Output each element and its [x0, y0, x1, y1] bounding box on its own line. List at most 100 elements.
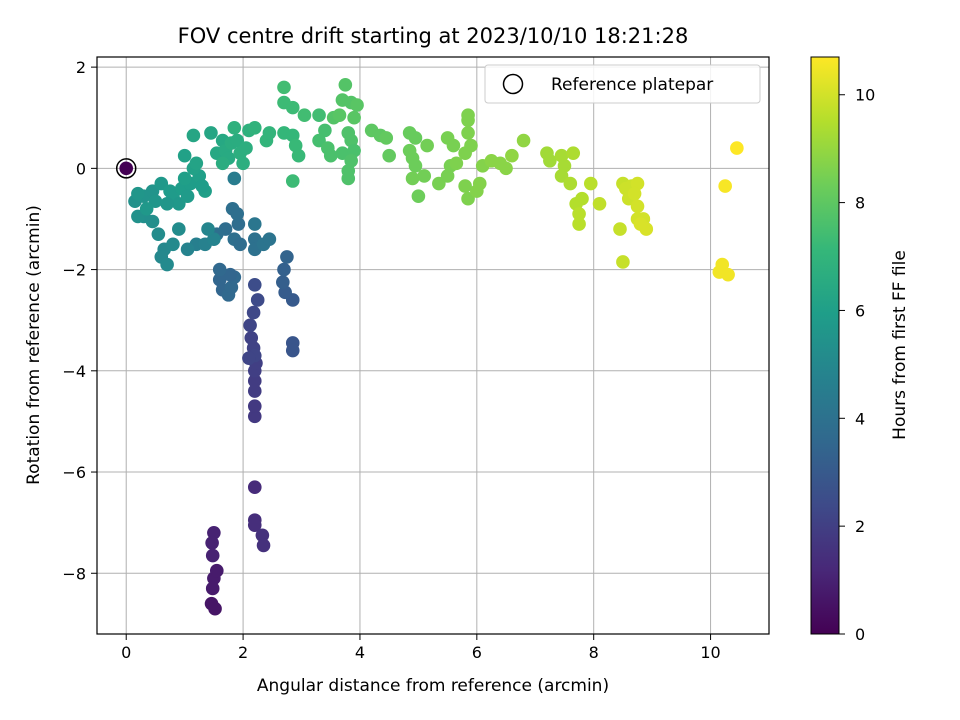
- colorbar-tick-label: 2: [855, 517, 865, 536]
- data-point: [243, 318, 257, 333]
- data-point: [505, 148, 519, 163]
- data-point: [247, 409, 262, 424]
- x-tick-label: 0: [121, 643, 131, 662]
- data-point: [408, 159, 423, 173]
- data-point: [446, 138, 461, 153]
- y-axis-ticks: 2 0 −2 −4 −6 −8: [62, 58, 97, 583]
- reference-point: [119, 161, 134, 176]
- colorbar-tick-label: 4: [855, 409, 865, 428]
- data-point: [417, 169, 432, 183]
- colorbar-tick-label: 6: [855, 301, 865, 320]
- data-point: [411, 189, 426, 203]
- data-point: [341, 171, 356, 186]
- data-point: [172, 222, 186, 236]
- x-tick-label: 10: [700, 643, 720, 662]
- data-point: [201, 222, 215, 236]
- data-point: [616, 255, 630, 269]
- data-point: [247, 277, 262, 292]
- data-point: [131, 209, 145, 224]
- data-points: [128, 78, 744, 616]
- y-axis-label: Rotation from reference (arcmin): [24, 205, 44, 485]
- x-tick-label: 8: [589, 643, 599, 662]
- data-point: [379, 131, 394, 145]
- data-point: [335, 146, 350, 160]
- data-point: [207, 525, 221, 540]
- data-point: [285, 100, 300, 115]
- x-tick-label: 6: [472, 643, 482, 662]
- data-point: [247, 217, 262, 231]
- data-point: [236, 156, 250, 171]
- data-point: [592, 196, 607, 211]
- colorbar-tick-label: 0: [855, 625, 865, 644]
- data-point: [291, 148, 306, 163]
- data-point: [277, 80, 291, 95]
- y-tick-label: −4: [62, 362, 86, 381]
- data-point: [715, 257, 730, 272]
- data-point: [255, 528, 270, 543]
- data-point: [231, 217, 246, 231]
- data-point: [382, 148, 396, 163]
- data-point: [332, 108, 347, 123]
- data-point: [633, 217, 648, 231]
- data-point: [207, 232, 221, 247]
- data-point: [516, 133, 531, 148]
- data-point: [318, 123, 332, 138]
- data-point: [246, 305, 261, 320]
- data-point: [233, 237, 247, 252]
- legend-marker: [502, 73, 524, 95]
- data-point: [297, 108, 312, 123]
- data-point: [148, 194, 163, 209]
- data-point: [312, 133, 326, 148]
- data-point: [250, 293, 265, 307]
- data-point: [180, 189, 195, 203]
- data-point: [139, 202, 154, 216]
- data-point: [499, 161, 513, 176]
- colorbar-tick-label: 10: [855, 86, 875, 105]
- reference-ring: [115, 158, 137, 179]
- data-point: [204, 126, 218, 140]
- y-tick-label: 0: [76, 159, 86, 178]
- y-tick-label: 2: [76, 58, 86, 77]
- data-point: [718, 179, 732, 193]
- data-point: [227, 171, 242, 186]
- data-point: [177, 171, 192, 186]
- data-point: [347, 110, 361, 125]
- colorbar-tick-label: 8: [855, 194, 865, 213]
- y-tick-label: −2: [62, 261, 86, 280]
- data-point: [247, 374, 262, 388]
- chart-title: FOV centre drift starting at 2023/10/10 …: [178, 24, 689, 48]
- data-point: [242, 351, 256, 365]
- reference-marker: [115, 158, 137, 179]
- data-point: [131, 186, 145, 201]
- data-point: [338, 78, 353, 92]
- data-point: [195, 179, 209, 193]
- legend: Reference platepar: [484, 64, 761, 104]
- data-point: [186, 128, 201, 143]
- data-point: [312, 108, 326, 123]
- data-point: [563, 176, 578, 191]
- data-point: [277, 262, 291, 277]
- colorbar-ticks: 0 2 4 6 8 10: [839, 86, 875, 644]
- data-point: [461, 108, 475, 123]
- y-tick-label: −8: [62, 564, 86, 583]
- data-point: [630, 199, 645, 214]
- data-point: [205, 581, 220, 596]
- data-point: [172, 196, 186, 211]
- data-point: [566, 146, 581, 160]
- data-point: [627, 186, 642, 201]
- data-point: [247, 399, 262, 414]
- x-axis-label: Angular distance from reference (arcmin): [257, 676, 609, 696]
- data-point: [613, 222, 627, 236]
- data-point: [472, 176, 487, 191]
- data-point: [464, 138, 478, 153]
- data-point: [227, 121, 242, 135]
- data-point: [323, 148, 338, 163]
- data-point: [209, 563, 224, 578]
- data-point: [572, 217, 586, 231]
- data-point: [256, 538, 271, 553]
- data-point: [350, 98, 364, 112]
- data-point: [572, 207, 586, 221]
- x-axis-ticks: 0 2 4 6 8 10: [121, 634, 721, 662]
- data-point: [285, 343, 300, 358]
- data-point: [160, 257, 174, 272]
